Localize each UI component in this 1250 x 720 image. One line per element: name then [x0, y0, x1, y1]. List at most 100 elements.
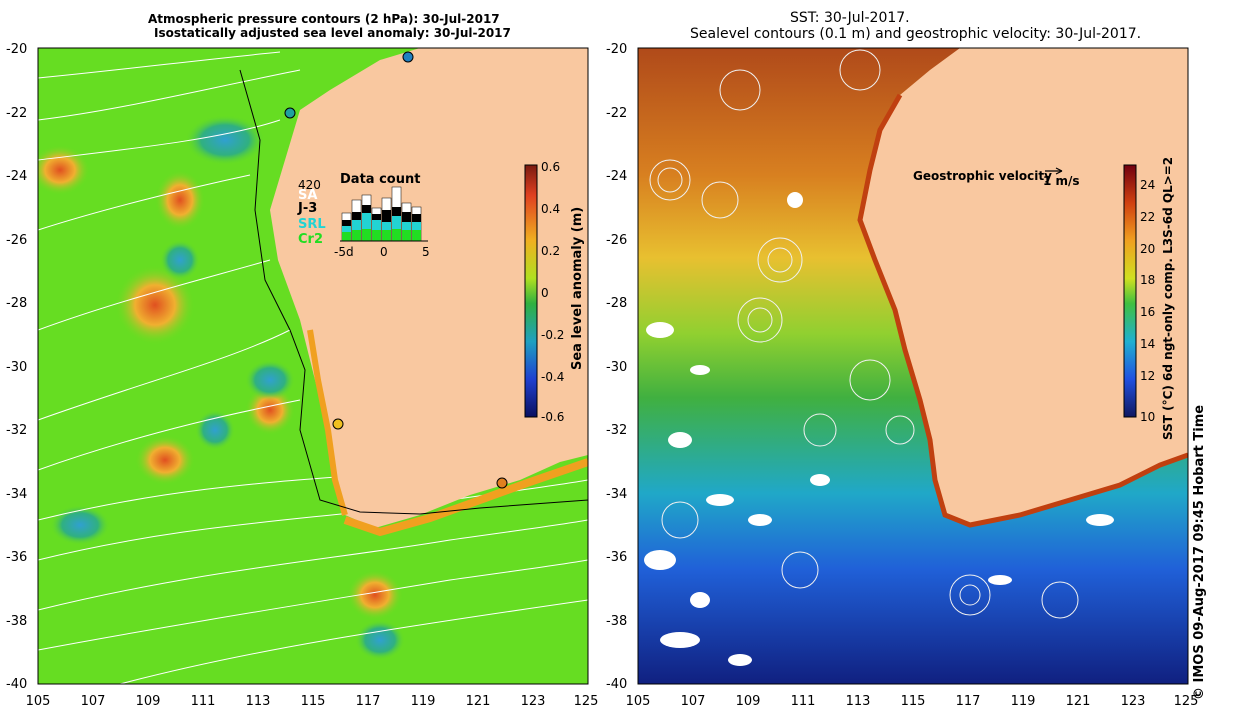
left-ytick: -40 — [6, 677, 27, 692]
left-xtick: 125 — [574, 694, 599, 709]
right-xtick: 121 — [1066, 694, 1091, 709]
right-xtick: 117 — [956, 694, 981, 709]
gauge-marker — [284, 107, 296, 119]
left-ytick: -30 — [6, 360, 27, 375]
left-y-axis: -20 -22 -24 -26 -28 -30 -32 -34 -36 -38 … — [6, 42, 27, 692]
left-title-line1: Atmospheric pressure contours (2 hPa): 3… — [148, 12, 500, 26]
left-ytick: -20 — [6, 42, 27, 57]
left-ytick: -28 — [6, 296, 27, 311]
australia-land — [270, 48, 588, 528]
left-xtick: 113 — [246, 694, 271, 709]
right-ytick: -40 — [606, 677, 627, 692]
gauge-marker — [332, 418, 344, 430]
sst-cbar-tick: 20 — [1140, 242, 1155, 256]
right-xtick: 119 — [1011, 694, 1036, 709]
data-count-bars — [341, 186, 422, 242]
left-x-axis: 105 107 109 111 113 115 117 119 121 123 … — [26, 694, 599, 709]
gauge-marker — [496, 477, 508, 489]
right-frame — [637, 47, 1189, 685]
left-ytick: -26 — [6, 233, 27, 248]
right-ytick: -26 — [606, 233, 627, 248]
right-xtick: 109 — [736, 694, 761, 709]
left-ytick: -32 — [6, 423, 27, 438]
bathymetry-line — [239, 69, 588, 515]
sla-cbar-tick: -0.4 — [541, 370, 564, 384]
right-ytick: -38 — [606, 614, 627, 629]
left-xtick: 107 — [81, 694, 106, 709]
right-xtick: 123 — [1121, 694, 1146, 709]
left-ytick: -34 — [6, 487, 27, 502]
left-xtick: 121 — [466, 694, 491, 709]
velocity-legend: Geostrophic velocity 1 m/s — [913, 167, 1080, 188]
right-ytick: -32 — [606, 423, 627, 438]
left-map — [38, 48, 588, 684]
right-title-line2: Sealevel contours (0.1 m) and geostrophi… — [690, 26, 1142, 42]
sla-cbar-tick: -0.6 — [541, 410, 564, 424]
sst-cbar-tick: 24 — [1140, 178, 1155, 192]
sla-cbar-tick: 0 — [541, 286, 549, 300]
legend-cr2: Cr2 — [298, 232, 323, 247]
inset-xtick: 5 — [422, 245, 430, 259]
left-xtick: 115 — [301, 694, 326, 709]
right-xtick: 111 — [791, 694, 816, 709]
sst-cbar-label: SST (°C) 6d ngt-only comp. L3S-6d QL>=2 — [1161, 157, 1175, 440]
right-ytick: -30 — [606, 360, 627, 375]
sla-cbar-label: Sea level anomaly (m) — [570, 207, 585, 370]
sst-cbar-tick: 12 — [1140, 369, 1155, 383]
legend-srl: SRL — [298, 217, 326, 232]
sst-cbar-tick: 10 — [1140, 410, 1155, 424]
sst-cbar-tick: 18 — [1140, 273, 1155, 287]
right-ytick: -20 — [606, 42, 627, 57]
inset-max-label: 420 — [298, 178, 321, 192]
right-ytick: -22 — [606, 106, 627, 121]
sst-colorbar: 24 22 20 18 16 14 12 10 SST (°C) 6d ngt-… — [1123, 157, 1175, 440]
right-ytick: -34 — [606, 487, 627, 502]
right-ytick: -28 — [606, 296, 627, 311]
legend-j3: J-3 — [297, 201, 317, 216]
sla-cbar-tick: -0.2 — [541, 328, 564, 342]
left-title-line2: Isostatically adjusted sea level anomaly… — [154, 26, 511, 40]
right-xtick: 113 — [846, 694, 871, 709]
data-count-inset: Data count 420 SA J-3 SRL Cr2 -5d 0 5 — [297, 172, 430, 259]
left-xtick: 105 — [26, 694, 51, 709]
copyright-stamp: © IMOS 09-Aug-2017 09:45 Hobart Time — [1192, 404, 1207, 700]
sla-colorbar: 0.6 0.4 0.2 0 -0.2 -0.4 -0.6 Sea level a… — [524, 160, 585, 424]
right-x-axis: 105 107 109 111 113 115 117 119 121 123 … — [626, 694, 1199, 709]
right-title-line1: SST: 30-Jul-2017. — [790, 10, 910, 26]
right-ytick: -24 — [606, 169, 627, 184]
sla-cbar-tick: 0.6 — [541, 160, 560, 174]
right-y-axis: -20 -22 -24 -26 -28 -30 -32 -34 -36 -38 … — [606, 42, 627, 692]
left-ytick: -22 — [6, 106, 27, 121]
right-xtick: 125 — [1174, 694, 1199, 709]
right-xtick: 115 — [901, 694, 926, 709]
inset-title: Data count — [340, 172, 420, 187]
left-ytick: -24 — [6, 169, 27, 184]
left-xtick: 123 — [521, 694, 546, 709]
inset-xtick: 0 — [380, 245, 388, 259]
sealevel-contours — [649, 49, 1079, 619]
velocity-legend-label: Geostrophic velocity — [913, 169, 1052, 183]
inset-xtick: -5d — [334, 245, 354, 259]
left-xtick: 111 — [191, 694, 216, 709]
sst-cbar-tick: 22 — [1140, 210, 1155, 224]
right-xtick: 107 — [681, 694, 706, 709]
australia-land — [860, 48, 1188, 525]
velocity-legend-scale: 1 m/s — [1043, 174, 1080, 188]
left-ytick: -36 — [6, 550, 27, 565]
left-xtick: 119 — [411, 694, 436, 709]
left-ytick: -38 — [6, 614, 27, 629]
sst-cbar-tick: 16 — [1140, 305, 1155, 319]
right-ytick: -36 — [606, 550, 627, 565]
right-xtick: 105 — [626, 694, 651, 709]
gauge-marker — [402, 51, 414, 63]
sla-cbar-tick: 0.4 — [541, 202, 560, 216]
left-frame — [37, 47, 589, 685]
cloud-mask — [644, 192, 1114, 666]
legend-sa: SA — [298, 188, 317, 203]
left-xtick: 117 — [356, 694, 381, 709]
left-xtick: 109 — [136, 694, 161, 709]
right-map — [638, 48, 1188, 684]
sst-cbar-tick: 14 — [1140, 337, 1155, 351]
sla-cbar-tick: 0.2 — [541, 244, 560, 258]
